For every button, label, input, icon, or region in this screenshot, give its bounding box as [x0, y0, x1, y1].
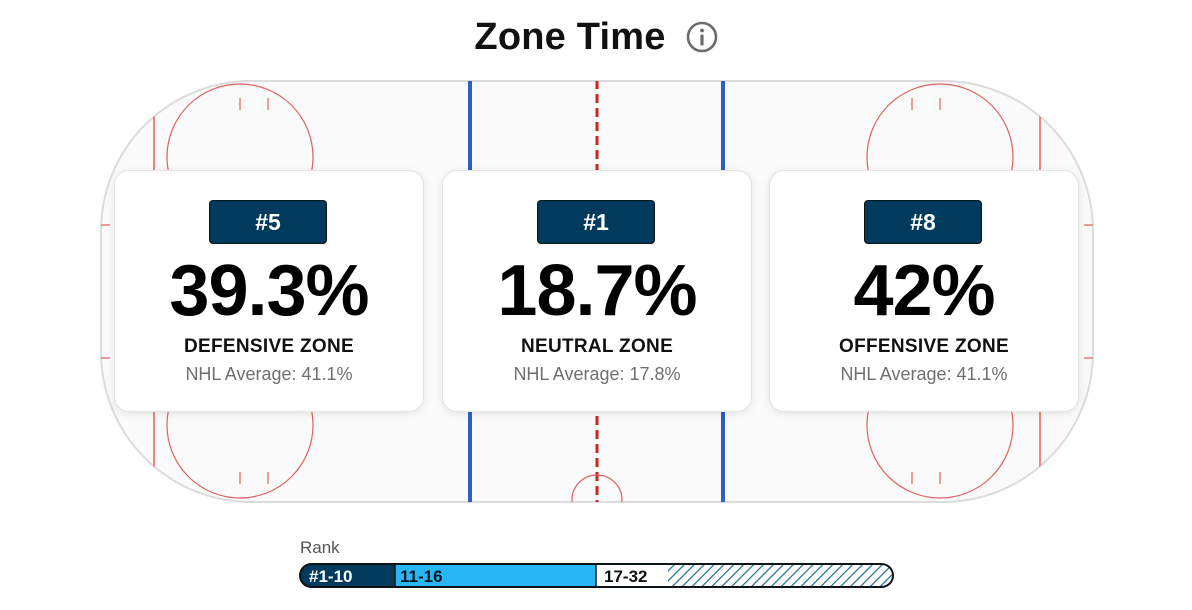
info-icon[interactable]	[686, 21, 718, 53]
legend-segment-low-hatch	[668, 564, 893, 587]
rank-badge: #5	[209, 200, 327, 244]
legend-label-top: #1-10	[309, 567, 352, 586]
title-row: Zone Time	[0, 12, 1192, 62]
zone-card-neutral: #1 18.7% NEUTRAL ZONE NHL Average: 17.8%	[443, 171, 751, 411]
rank-badge: #8	[864, 200, 982, 244]
rank-badge: #1	[537, 200, 655, 244]
legend-segment-low	[596, 564, 668, 587]
page-title: Zone Time	[474, 15, 666, 58]
zone-label: DEFENSIVE ZONE	[184, 336, 354, 357]
nhl-average: NHL Average: 41.1%	[185, 364, 353, 384]
legend-label-mid: 11-16	[400, 567, 443, 586]
zone-percent: 18.7%	[497, 251, 697, 331]
rank-legend: #1-10 11-16 17-32	[299, 563, 894, 588]
zone-card-defensive: #5 39.3% DEFENSIVE ZONE NHL Average: 41.…	[115, 171, 423, 411]
zone-percent: 39.3%	[169, 251, 369, 331]
center-faceoff-circle	[571, 474, 623, 502]
legend-title: Rank	[300, 538, 340, 557]
legend-label-low: 17-32	[604, 567, 647, 586]
nhl-average: NHL Average: 17.8%	[513, 364, 681, 384]
legend-segment-mid	[395, 564, 596, 587]
legend-segment-top	[300, 564, 395, 587]
nhl-average: NHL Average: 41.1%	[840, 364, 1008, 384]
zone-card-offensive: #8 42% OFFENSIVE ZONE NHL Average: 41.1%	[770, 171, 1078, 411]
zone-percent: 42%	[853, 251, 995, 331]
zone-label: OFFENSIVE ZONE	[839, 336, 1009, 357]
zone-label: NEUTRAL ZONE	[520, 336, 674, 357]
